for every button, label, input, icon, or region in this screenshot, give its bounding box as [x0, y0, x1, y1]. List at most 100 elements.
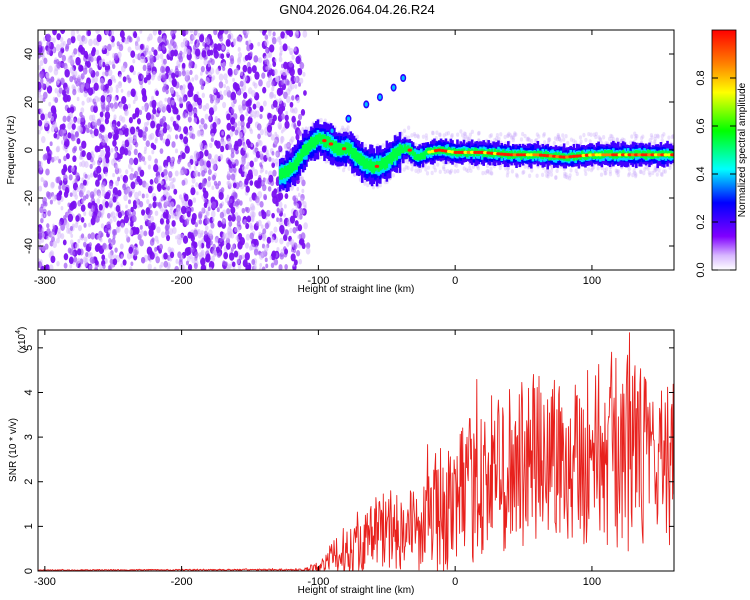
noise-point	[276, 87, 282, 96]
noise-point	[130, 206, 134, 213]
noise-point	[226, 194, 230, 199]
noise-point	[139, 169, 145, 177]
halo-point	[490, 171, 494, 176]
ridge-green	[369, 159, 372, 171]
noise-point	[239, 182, 245, 190]
noise-point	[182, 235, 189, 244]
noise-point	[170, 87, 175, 95]
noise-point	[162, 74, 167, 82]
halo-point	[506, 166, 510, 171]
noise-point	[216, 43, 222, 52]
noise-point	[118, 81, 122, 87]
noise-point	[102, 263, 106, 269]
halo-point	[503, 134, 507, 140]
halo-point	[530, 168, 534, 173]
noise-point	[204, 113, 209, 120]
halo-point	[599, 137, 603, 143]
halo-point	[561, 133, 565, 138]
x-tick-label: 100	[583, 576, 601, 588]
noise-point	[83, 222, 87, 228]
ridge-core	[611, 153, 616, 157]
noise-point	[129, 126, 136, 135]
noise-point	[63, 174, 68, 182]
noise-point	[284, 120, 290, 129]
ridge-green	[334, 140, 338, 154]
noise-point	[166, 234, 171, 242]
halo-point	[584, 171, 588, 177]
halo-point	[448, 170, 452, 175]
noise-point	[47, 47, 51, 52]
halo-point	[416, 169, 420, 174]
noise-point	[89, 129, 93, 135]
noise-point	[45, 168, 50, 176]
noise-point	[116, 220, 121, 227]
ridge-core	[502, 152, 508, 156]
noise-point	[134, 191, 139, 200]
halo-point	[548, 137, 552, 142]
halo-point	[657, 168, 661, 173]
noise-point	[151, 99, 157, 108]
halo-point	[651, 170, 655, 176]
noise-point	[69, 263, 73, 269]
noise-point	[185, 260, 190, 266]
halo-point	[519, 137, 524, 142]
noise-point	[42, 179, 46, 184]
y-tick-label: 5	[23, 345, 35, 351]
noise-point	[272, 169, 277, 177]
noise-point	[50, 231, 55, 238]
noise-point	[118, 73, 122, 79]
noise-point	[194, 48, 201, 57]
halo-point	[442, 133, 446, 138]
noise-point	[280, 136, 284, 141]
noise-point	[204, 225, 209, 231]
ridge-green	[403, 144, 407, 152]
noise-point	[101, 190, 106, 197]
noise-point	[130, 181, 136, 190]
noise-point	[271, 151, 275, 156]
halo-point	[563, 173, 567, 179]
noise-point	[107, 43, 112, 52]
noise-point	[240, 158, 246, 166]
noise-point	[301, 188, 305, 194]
noise-point	[148, 228, 154, 237]
halo-point	[662, 169, 666, 174]
noise-point	[157, 36, 162, 44]
noise-point	[136, 175, 141, 183]
ridge-core	[509, 153, 514, 157]
halo-point	[481, 170, 485, 176]
ridge-green	[364, 158, 367, 170]
halo-point	[634, 172, 638, 177]
noise-point	[46, 223, 50, 229]
halo-point	[413, 133, 417, 139]
noise-point	[251, 211, 256, 218]
noise-point	[259, 105, 264, 113]
noise-point	[63, 215, 67, 221]
noise-point	[95, 49, 100, 56]
halo-point	[671, 133, 674, 139]
noise-point	[296, 120, 302, 127]
noise-point	[172, 106, 178, 115]
noise-point	[60, 30, 66, 35]
halo-point	[660, 133, 664, 139]
noise-point	[163, 252, 168, 260]
halo-point	[635, 134, 639, 139]
noise-point	[295, 209, 301, 217]
halo-point	[603, 167, 607, 173]
halo-point	[574, 140, 578, 145]
halo-point	[579, 139, 583, 144]
noise-point	[115, 88, 119, 93]
noise-point	[193, 30, 199, 35]
noise-point	[210, 222, 215, 229]
halo-point	[506, 133, 510, 138]
noise-point	[276, 246, 280, 252]
noise-point	[263, 245, 269, 253]
ridge-green	[485, 150, 489, 158]
halo-point	[535, 173, 539, 178]
ridge-green	[465, 150, 469, 158]
y-tick-label: -40	[23, 238, 35, 254]
noise-point	[112, 196, 117, 203]
noise-point	[139, 201, 144, 208]
noise-point	[63, 253, 69, 261]
noise-point	[45, 72, 50, 79]
noise-point	[143, 160, 147, 166]
